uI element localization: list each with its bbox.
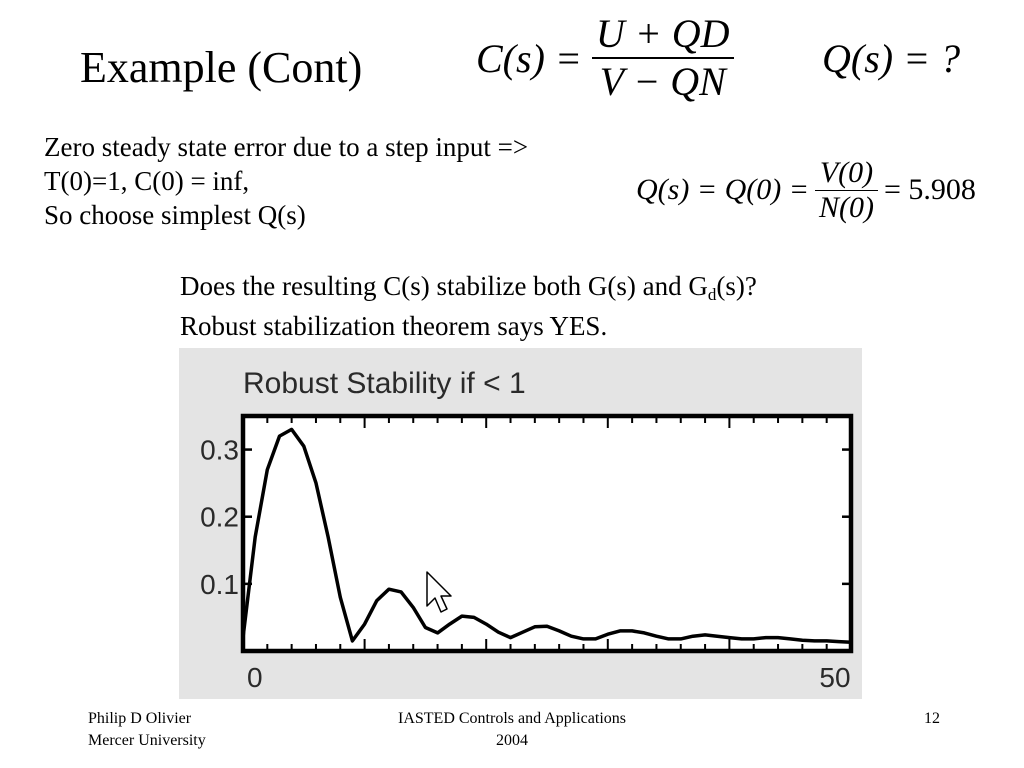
controller-equation-numerator: U + QD: [595, 11, 730, 56]
plot-title: Robust Stability if < 1: [243, 367, 526, 400]
question-line-main: Does the resulting C(s) stabilize both G…: [180, 271, 708, 301]
footer-venue-name: IASTED Controls and Applications: [398, 710, 626, 727]
body-line: Zero steady state error due to a step in…: [44, 132, 529, 162]
q-value-equation: Q(s) = Q(0) = V(0) N(0) = 5.908: [636, 148, 976, 232]
body-text: Zero steady state error due to a step in…: [44, 130, 528, 232]
controller-equation-lhs: C(s) =: [476, 35, 582, 81]
plot-svg: Robust Stability if < 1 0.1 0.2 0.3 0 50: [200, 367, 854, 693]
question-line: Robust stabilization theorem says YES.: [180, 311, 608, 341]
q-value-equation-lhs: Q(s) = Q(0) =: [636, 173, 809, 206]
controller-equation-fraction: U + QD V − QN: [591, 11, 734, 105]
x-tick-label: 0: [247, 662, 263, 693]
q-question-equation: Q(s) = ?: [822, 36, 961, 81]
q-value-equation-rhs: = 5.908: [883, 173, 976, 206]
plot-tick-labels: 0.1 0.2 0.3 0 50: [200, 435, 851, 693]
slide-number: 12: [924, 710, 940, 727]
stability-question: Does the resulting C(s) stabilize both G…: [180, 266, 757, 346]
q-value-equation-denominator: N(0): [818, 190, 874, 224]
footer-author-affiliation: Mercer University: [88, 732, 206, 749]
question-line: Does the resulting C(s) stabilize both G…: [180, 266, 757, 306]
body-line: So choose simplest Q(s): [44, 200, 306, 230]
body-line: T(0)=1, C(0) = inf,: [44, 166, 250, 196]
q-value-equation-fraction: V(0) N(0): [814, 155, 878, 225]
fraction-bar: [591, 57, 734, 59]
fraction-bar: [814, 189, 878, 191]
robust-stability-plot: Robust Stability if < 1 0.1 0.2 0.3 0 50: [179, 348, 862, 699]
slide-title: Example (Cont): [80, 43, 363, 92]
footer-author-name: Philip D Olivier: [88, 710, 192, 727]
y-tick-label: 0.3: [200, 435, 239, 466]
controller-equation-denominator: V − QN: [599, 59, 726, 104]
plot-area: [243, 416, 851, 651]
question-subscript: d: [707, 285, 717, 304]
footer-author: Philip D Olivier Mercer University: [88, 708, 206, 752]
x-tick-label: 50: [819, 662, 850, 693]
footer-venue: IASTED Controls and Applications 2004: [362, 708, 662, 752]
y-tick-label: 0.1: [200, 569, 239, 600]
mouse-pointer-icon: [426, 571, 452, 613]
series-line: [241, 427, 852, 645]
q-value-equation-numerator: V(0): [819, 155, 874, 189]
plot-frame: [240, 413, 854, 654]
controller-equation: C(s) = U + QD V − QN: [476, 8, 734, 108]
footer-venue-year: 2004: [496, 732, 528, 749]
y-tick-label: 0.2: [200, 502, 239, 533]
question-line-tail: (s)?: [716, 271, 757, 301]
